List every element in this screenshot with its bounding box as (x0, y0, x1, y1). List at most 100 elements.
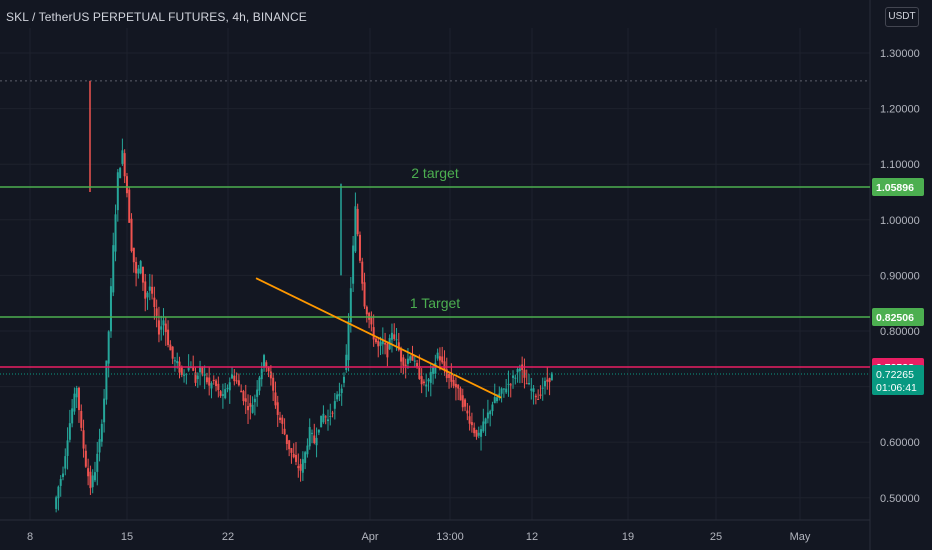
candle-body[interactable] (283, 428, 286, 435)
candle-body[interactable] (285, 434, 288, 444)
currency-button[interactable]: USDT (885, 7, 919, 27)
candle-body[interactable] (215, 380, 218, 387)
candle-body[interactable] (199, 366, 202, 373)
candle-body[interactable] (329, 416, 332, 418)
candle-body[interactable] (505, 388, 508, 393)
candle-body[interactable] (61, 473, 64, 477)
candle-body[interactable] (537, 398, 540, 400)
candle-body[interactable] (443, 361, 446, 370)
candle-body[interactable] (534, 395, 537, 398)
candle-body[interactable] (548, 378, 551, 383)
candle-body[interactable] (130, 218, 133, 252)
candle-body[interactable] (338, 393, 341, 397)
candle-body[interactable] (331, 412, 334, 414)
candle-body[interactable] (240, 390, 243, 393)
candle-body[interactable] (119, 168, 122, 179)
candle-body[interactable] (258, 377, 261, 391)
candle-body[interactable] (400, 348, 403, 362)
candle-body[interactable] (231, 374, 234, 379)
candle-body[interactable] (498, 393, 501, 398)
candle-body[interactable] (464, 399, 467, 407)
candle-body[interactable] (164, 323, 167, 333)
candle-body[interactable] (100, 423, 103, 442)
candle-body[interactable] (544, 380, 547, 387)
candle-body[interactable] (402, 357, 405, 366)
candle-body[interactable] (169, 344, 172, 351)
candle-body[interactable] (105, 360, 108, 400)
candle-body[interactable] (91, 475, 94, 488)
candle-body[interactable] (313, 435, 316, 444)
candle-body[interactable] (397, 342, 400, 351)
candle-body[interactable] (452, 379, 455, 386)
candle-body[interactable] (132, 247, 135, 263)
candle-body[interactable] (267, 367, 270, 372)
candle-body[interactable] (324, 416, 327, 418)
candle-body[interactable] (244, 398, 247, 402)
candle-body[interactable] (155, 308, 158, 316)
candle-body[interactable] (352, 245, 355, 284)
candle-body[interactable] (308, 427, 311, 447)
candle-body[interactable] (221, 394, 224, 396)
candle-body[interactable] (418, 365, 421, 379)
candle-body[interactable] (103, 398, 106, 423)
candle-body[interactable] (406, 358, 409, 364)
candle-body[interactable] (73, 393, 76, 412)
candle-body[interactable] (482, 421, 485, 432)
candle-body[interactable] (354, 206, 357, 252)
candle-body[interactable] (87, 468, 90, 477)
candle-body[interactable] (194, 372, 197, 383)
candle-body[interactable] (518, 368, 521, 372)
candle-body[interactable] (393, 334, 396, 339)
candle-body[interactable] (333, 401, 336, 409)
candle-body[interactable] (310, 432, 313, 434)
candle-body[interactable] (384, 342, 387, 345)
candle-body[interactable] (180, 366, 183, 375)
candle-body[interactable] (322, 413, 325, 423)
candle-body[interactable] (386, 343, 389, 358)
candle-body[interactable] (210, 383, 213, 389)
candle-body[interactable] (441, 356, 444, 363)
candle-body[interactable] (203, 373, 206, 376)
candle-body[interactable] (123, 153, 126, 177)
candle-body[interactable] (493, 397, 496, 404)
candle-body[interactable] (434, 362, 437, 374)
candle-body[interactable] (484, 418, 487, 424)
candle-body[interactable] (546, 379, 549, 382)
candle-body[interactable] (55, 497, 58, 509)
symbol-title[interactable]: SKL / TetherUS PERPETUAL FUTURES, 4h, BI… (6, 10, 307, 24)
candle-body[interactable] (201, 367, 204, 374)
candle-body[interactable] (473, 427, 476, 434)
candle-body[interactable] (247, 406, 250, 411)
candle-body[interactable] (342, 376, 345, 383)
candle-body[interactable] (436, 352, 439, 359)
candle-body[interactable] (404, 364, 407, 366)
candle-body[interactable] (306, 445, 309, 455)
candle-body[interactable] (377, 340, 380, 347)
candle-body[interactable] (438, 356, 441, 361)
candle-body[interactable] (153, 297, 156, 308)
candle-body[interactable] (422, 381, 425, 384)
candle-body[interactable] (233, 375, 236, 382)
candle-body[interactable] (326, 419, 329, 422)
candle-body[interactable] (176, 360, 179, 364)
candle-body[interactable] (539, 394, 542, 396)
candle-body[interactable] (82, 430, 85, 449)
candle-body[interactable] (454, 383, 457, 388)
candle-body[interactable] (80, 410, 83, 428)
candle-body[interactable] (98, 439, 101, 453)
candle-body[interactable] (269, 371, 272, 379)
candle-body[interactable] (345, 354, 348, 370)
candle-body[interactable] (461, 395, 464, 408)
candle-body[interactable] (116, 172, 119, 211)
descending-trendline[interactable] (255, 277, 502, 399)
candle-body[interactable] (349, 288, 352, 323)
candle-body[interactable] (304, 452, 307, 463)
candle-body[interactable] (429, 371, 432, 383)
candle-body[interactable] (427, 379, 430, 382)
candle-body[interactable] (249, 403, 252, 407)
candle-body[interactable] (167, 329, 170, 345)
candle-body[interactable] (192, 367, 195, 371)
candle-body[interactable] (363, 282, 366, 307)
candle-body[interactable] (365, 306, 368, 315)
candle-body[interactable] (84, 450, 87, 467)
